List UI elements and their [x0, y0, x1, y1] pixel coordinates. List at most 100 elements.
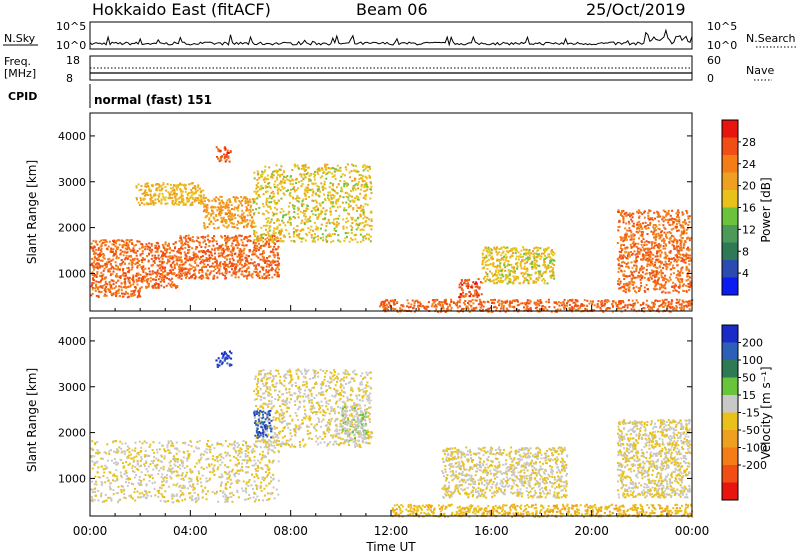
power-echo-cell	[336, 169, 339, 172]
power-echo-cell	[528, 249, 531, 251]
power-echo-cell	[638, 252, 641, 255]
power-echo-cell	[241, 204, 244, 207]
power-echo-cell	[182, 243, 185, 246]
power-echo-cell	[186, 196, 188, 199]
power-echo-cell	[128, 255, 131, 258]
power-echo-cell	[190, 276, 193, 279]
power-echo-cell	[216, 276, 219, 279]
power-echo-cell	[172, 203, 175, 206]
power-echo-cell	[508, 304, 511, 307]
power-echo-cell	[302, 229, 305, 232]
power-echo-cell	[195, 253, 198, 256]
power-echo-cell	[124, 274, 127, 277]
power-echo-cell	[212, 265, 215, 268]
power-echo-cell	[253, 249, 255, 252]
power-echo-cell	[678, 281, 681, 284]
power-echo-cell	[608, 307, 611, 310]
power-echo-cell	[331, 205, 334, 208]
power-echo-cell	[676, 264, 679, 266]
power-echo-cell	[241, 209, 244, 212]
power-echo-cell	[350, 229, 353, 231]
power-echo-cell	[687, 257, 690, 259]
power-echo-cell	[686, 273, 689, 276]
power-echo-cell	[623, 255, 626, 258]
power-echo-cell	[323, 180, 326, 183]
power-echo-cell	[483, 258, 486, 261]
power-echo-cell	[217, 206, 220, 209]
power-echo-cell	[322, 201, 325, 204]
power-echo-cell	[527, 281, 530, 284]
power-echo-cell	[649, 253, 652, 256]
power-echo-cell	[502, 275, 505, 278]
power-echo-cell	[215, 262, 218, 265]
power-echo-cell	[185, 234, 188, 237]
power-echo-cell	[96, 259, 99, 261]
power-echo-cell	[389, 299, 392, 302]
power-echo-cell	[362, 213, 365, 216]
power-echo-cell	[629, 215, 631, 218]
power-echo-cell	[219, 261, 222, 264]
power-echo-cell	[105, 240, 108, 243]
power-echo-cell	[365, 185, 368, 188]
power-echo-cell	[322, 188, 324, 191]
power-echo-cell	[325, 225, 328, 228]
power-echo-cell	[139, 295, 142, 298]
power-echo-cell	[464, 280, 466, 283]
power-echo-cell	[638, 220, 641, 223]
power-echo-cell	[540, 301, 542, 304]
power-echo-cell	[516, 264, 519, 267]
power-echo-cell	[664, 274, 667, 277]
power-echo-cell	[660, 262, 663, 265]
plot-title: Hokkaido East (fitACF)	[92, 0, 271, 19]
power-echo-cell	[155, 286, 158, 289]
power-echo-cell	[124, 272, 127, 275]
power-echo-cell	[543, 258, 546, 260]
power-echo-cell	[677, 256, 680, 259]
power-echo-cell	[315, 205, 318, 208]
power-echo-cell	[93, 256, 96, 259]
power-echo-cell	[535, 263, 538, 266]
nave-label: Nave	[746, 64, 774, 77]
power-echo-cell	[673, 260, 676, 263]
power-echo-cell	[349, 237, 352, 240]
power-echo-cell	[282, 216, 284, 219]
power-echo-cell	[528, 254, 531, 257]
power-echo-cell	[108, 281, 111, 284]
power-echo-cell	[538, 276, 541, 279]
power-echo-cell	[679, 244, 682, 247]
power-echo-cell	[120, 282, 123, 285]
power-echo-cell	[664, 304, 667, 307]
power-echo-cell	[685, 284, 688, 287]
power-echo-cell	[224, 225, 227, 228]
power-echo-cell	[95, 248, 98, 251]
power-echo-cell	[359, 222, 362, 225]
power-echo-cell	[164, 269, 167, 272]
power-echo-cell	[684, 261, 687, 264]
power-echo-cell	[526, 305, 529, 308]
power-echo-cell	[135, 185, 138, 188]
power-echo-cell	[265, 203, 268, 206]
power-echo-cell	[194, 262, 197, 264]
power-echo-cell	[266, 231, 269, 234]
power-echo-cell	[125, 242, 128, 244]
power-echo-cell	[239, 234, 241, 237]
power-echo-cell	[654, 224, 657, 226]
power-echo-cell	[267, 233, 270, 235]
power-echo-cell	[234, 217, 237, 220]
power-echo-cell	[682, 231, 685, 234]
power-echo-cell	[205, 210, 208, 213]
power-echo-cell	[94, 263, 97, 266]
power-echo-cell	[635, 258, 638, 261]
power-echo-cell	[589, 300, 592, 303]
power-echo-cell	[640, 274, 642, 277]
power-echo-cell	[330, 167, 333, 170]
power-echo-cell	[570, 299, 573, 302]
power-echo-cell	[447, 305, 450, 308]
power-echo-cell	[219, 213, 222, 215]
power-echo-cell	[212, 238, 215, 241]
power-echo-cell	[92, 250, 95, 253]
power-echo-cell	[208, 254, 211, 257]
power-echo-cell	[117, 256, 120, 259]
power-echo-cell	[140, 199, 142, 202]
power-echo-cell	[599, 309, 602, 312]
